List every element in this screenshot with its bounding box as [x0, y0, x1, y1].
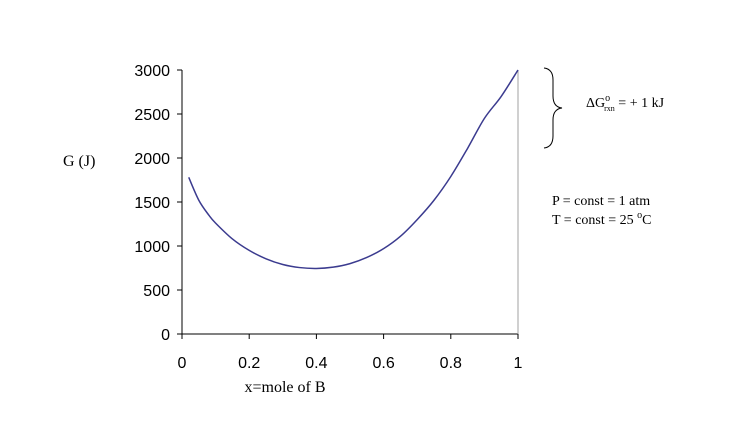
y-axis-title: G (J) [63, 153, 95, 170]
y-ticks: 0 500 1000 1500 2000 2500 3000 [134, 63, 182, 344]
y-tick-label: 1500 [134, 195, 170, 212]
plot-area: 0 500 1000 1500 2000 2500 3000 0 0.2 0.4 0.6 0.8 1 [134, 63, 522, 372]
y-tick-label: 1000 [134, 239, 170, 256]
y-tick-label: 2500 [134, 107, 170, 124]
x-tick-label: 0.2 [238, 355, 260, 372]
temperature-annotation: T = const = 25 oC [552, 210, 652, 228]
brace-icon [543, 67, 563, 149]
y-tick-label: 0 [161, 327, 170, 344]
series-line [188, 69, 519, 270]
x-tick-label: 0 [178, 355, 187, 372]
series-layer [188, 69, 519, 270]
pressure-annotation: P = const = 1 atm [552, 194, 650, 209]
y-tick-label: 3000 [134, 63, 170, 80]
y-tick-label: 500 [143, 283, 170, 300]
x-tick-label: 0.8 [440, 355, 462, 372]
x-axis-title: x=mole of B [244, 379, 325, 396]
y-tick-label: 2000 [134, 151, 170, 168]
delta-g-annotation: ΔGo rxn = + 1 kJ [586, 93, 665, 113]
x-ticks: 0 0.2 0.4 0.6 0.8 1 [178, 334, 523, 372]
x-tick-label: 0.6 [372, 355, 394, 372]
x-tick-label: 1 [514, 355, 523, 372]
x-tick-label: 0.4 [305, 355, 327, 372]
